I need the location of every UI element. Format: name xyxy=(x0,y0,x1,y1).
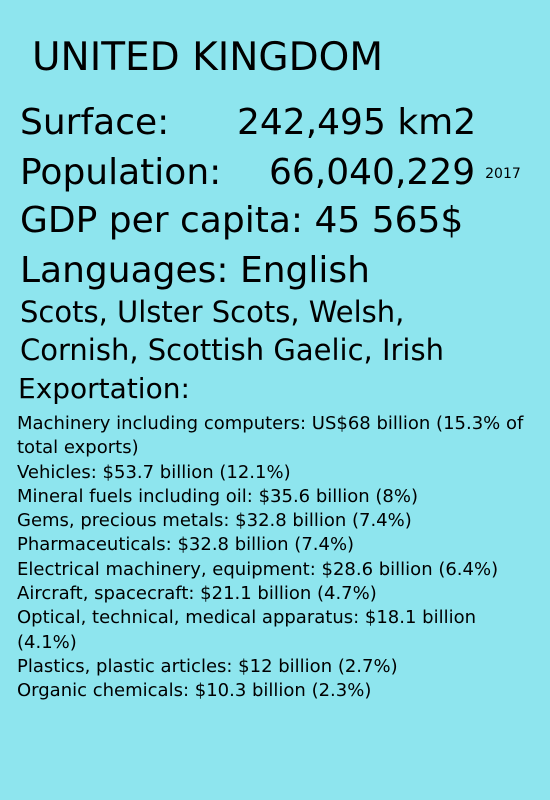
surface-row: Surface: 242,495 km2 xyxy=(20,100,476,146)
export-item: Vehicles: $53.7 billion (12.1%) xyxy=(17,461,291,483)
population-year: 2017 xyxy=(485,166,521,182)
export-item: Electrical machinery, equipment: $28.6 b… xyxy=(17,558,499,580)
languages-others: Scots, Ulster Scots, Welsh, Cornish, Sco… xyxy=(20,295,444,367)
export-item: Machinery including computers: US$68 bil… xyxy=(17,413,524,459)
population-label: Population: xyxy=(20,152,222,193)
gdp-per-capita: GDP per capita: 45 565$ xyxy=(20,200,464,241)
export-item: Optical, technical, medical apparatus: $… xyxy=(17,607,476,653)
exportation-heading: Exportation: xyxy=(18,372,190,405)
surface-value: 242,495 km2 xyxy=(237,102,477,143)
country-title: UNITED KINGDOM xyxy=(32,35,383,80)
export-item: Plastics, plastic articles: $12 billion … xyxy=(17,655,398,677)
export-item: Pharmaceuticals: $32.8 billion (7.4%) xyxy=(17,534,355,556)
export-item: Gems, precious metals: $32.8 billion (7.… xyxy=(17,510,412,532)
languages-main: Languages: English xyxy=(20,250,370,291)
population-value: 66,040,229 xyxy=(269,152,476,193)
export-item: Mineral fuels including oil: $35.6 billi… xyxy=(17,485,419,507)
surface-label: Surface: xyxy=(20,102,170,143)
population-row: Population: 66,040,229 2017 xyxy=(20,150,521,197)
export-item: Aircraft, spacecraft: $21.1 billion (4.7… xyxy=(17,583,377,605)
export-item: Organic chemicals: $10.3 billion (2.3%) xyxy=(17,680,372,702)
exportation-list: Machinery including computers: US$68 bil… xyxy=(17,412,537,704)
